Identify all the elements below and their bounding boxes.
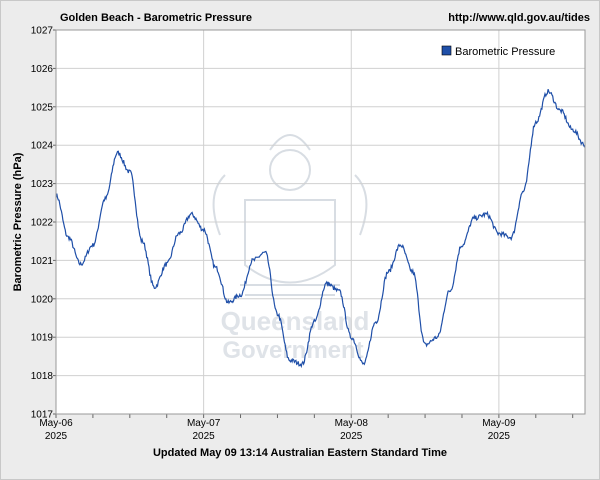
legend-swatch	[441, 45, 452, 56]
watermark-line-1: Queensland	[221, 306, 370, 336]
x-tick-year: 2025	[193, 431, 216, 442]
x-tick-label: May-06	[39, 418, 73, 429]
x-tick-label: May-09	[482, 418, 516, 429]
y-tick-label: 1025	[31, 102, 54, 113]
y-tick-label: 1023	[31, 179, 54, 190]
chart-title: Golden Beach - Barometric Pressure	[60, 12, 252, 24]
y-tick-label: 1022	[31, 218, 54, 229]
y-tick-label: 1019	[31, 333, 54, 344]
y-tick-label: 1026	[31, 64, 54, 75]
source-url[interactable]: http://www.qld.gov.au/tides	[448, 12, 590, 24]
crest-icon	[212, 134, 368, 296]
y-tick-label: 1021	[31, 256, 54, 267]
y-tick-label: 1020	[31, 294, 54, 305]
x-tick-year: 2025	[488, 431, 511, 442]
legend-label: Barometric Pressure	[455, 46, 555, 58]
plot-border	[55, 29, 586, 415]
legend: Barometric Pressure	[441, 45, 555, 58]
updated-timestamp: Updated May 09 13:14 Australian Eastern …	[152, 447, 448, 459]
y-tick-label: 1018	[31, 371, 54, 382]
y-axis: 1017 1018 1019 1020 1021 1022 1023 1024 1025 1026…	[31, 26, 56, 421]
x-tick-label: May-07	[187, 418, 221, 429]
series-line-barometric-pressure	[55, 89, 586, 369]
x-axis: May-06 2025 May-07 2025 May-08 2025 May-09 2025	[39, 414, 574, 442]
y-axis-label: Barometric Pressure (hPa)	[12, 152, 24, 291]
y-tick-label: 1017	[31, 410, 54, 421]
x-tick-year: 2025	[340, 431, 363, 442]
y-tick-label: 1027	[31, 26, 54, 37]
x-tick-label: May-08	[335, 418, 369, 429]
y-tick-label: 1024	[31, 141, 54, 152]
x-tick-year: 2025	[45, 431, 68, 442]
